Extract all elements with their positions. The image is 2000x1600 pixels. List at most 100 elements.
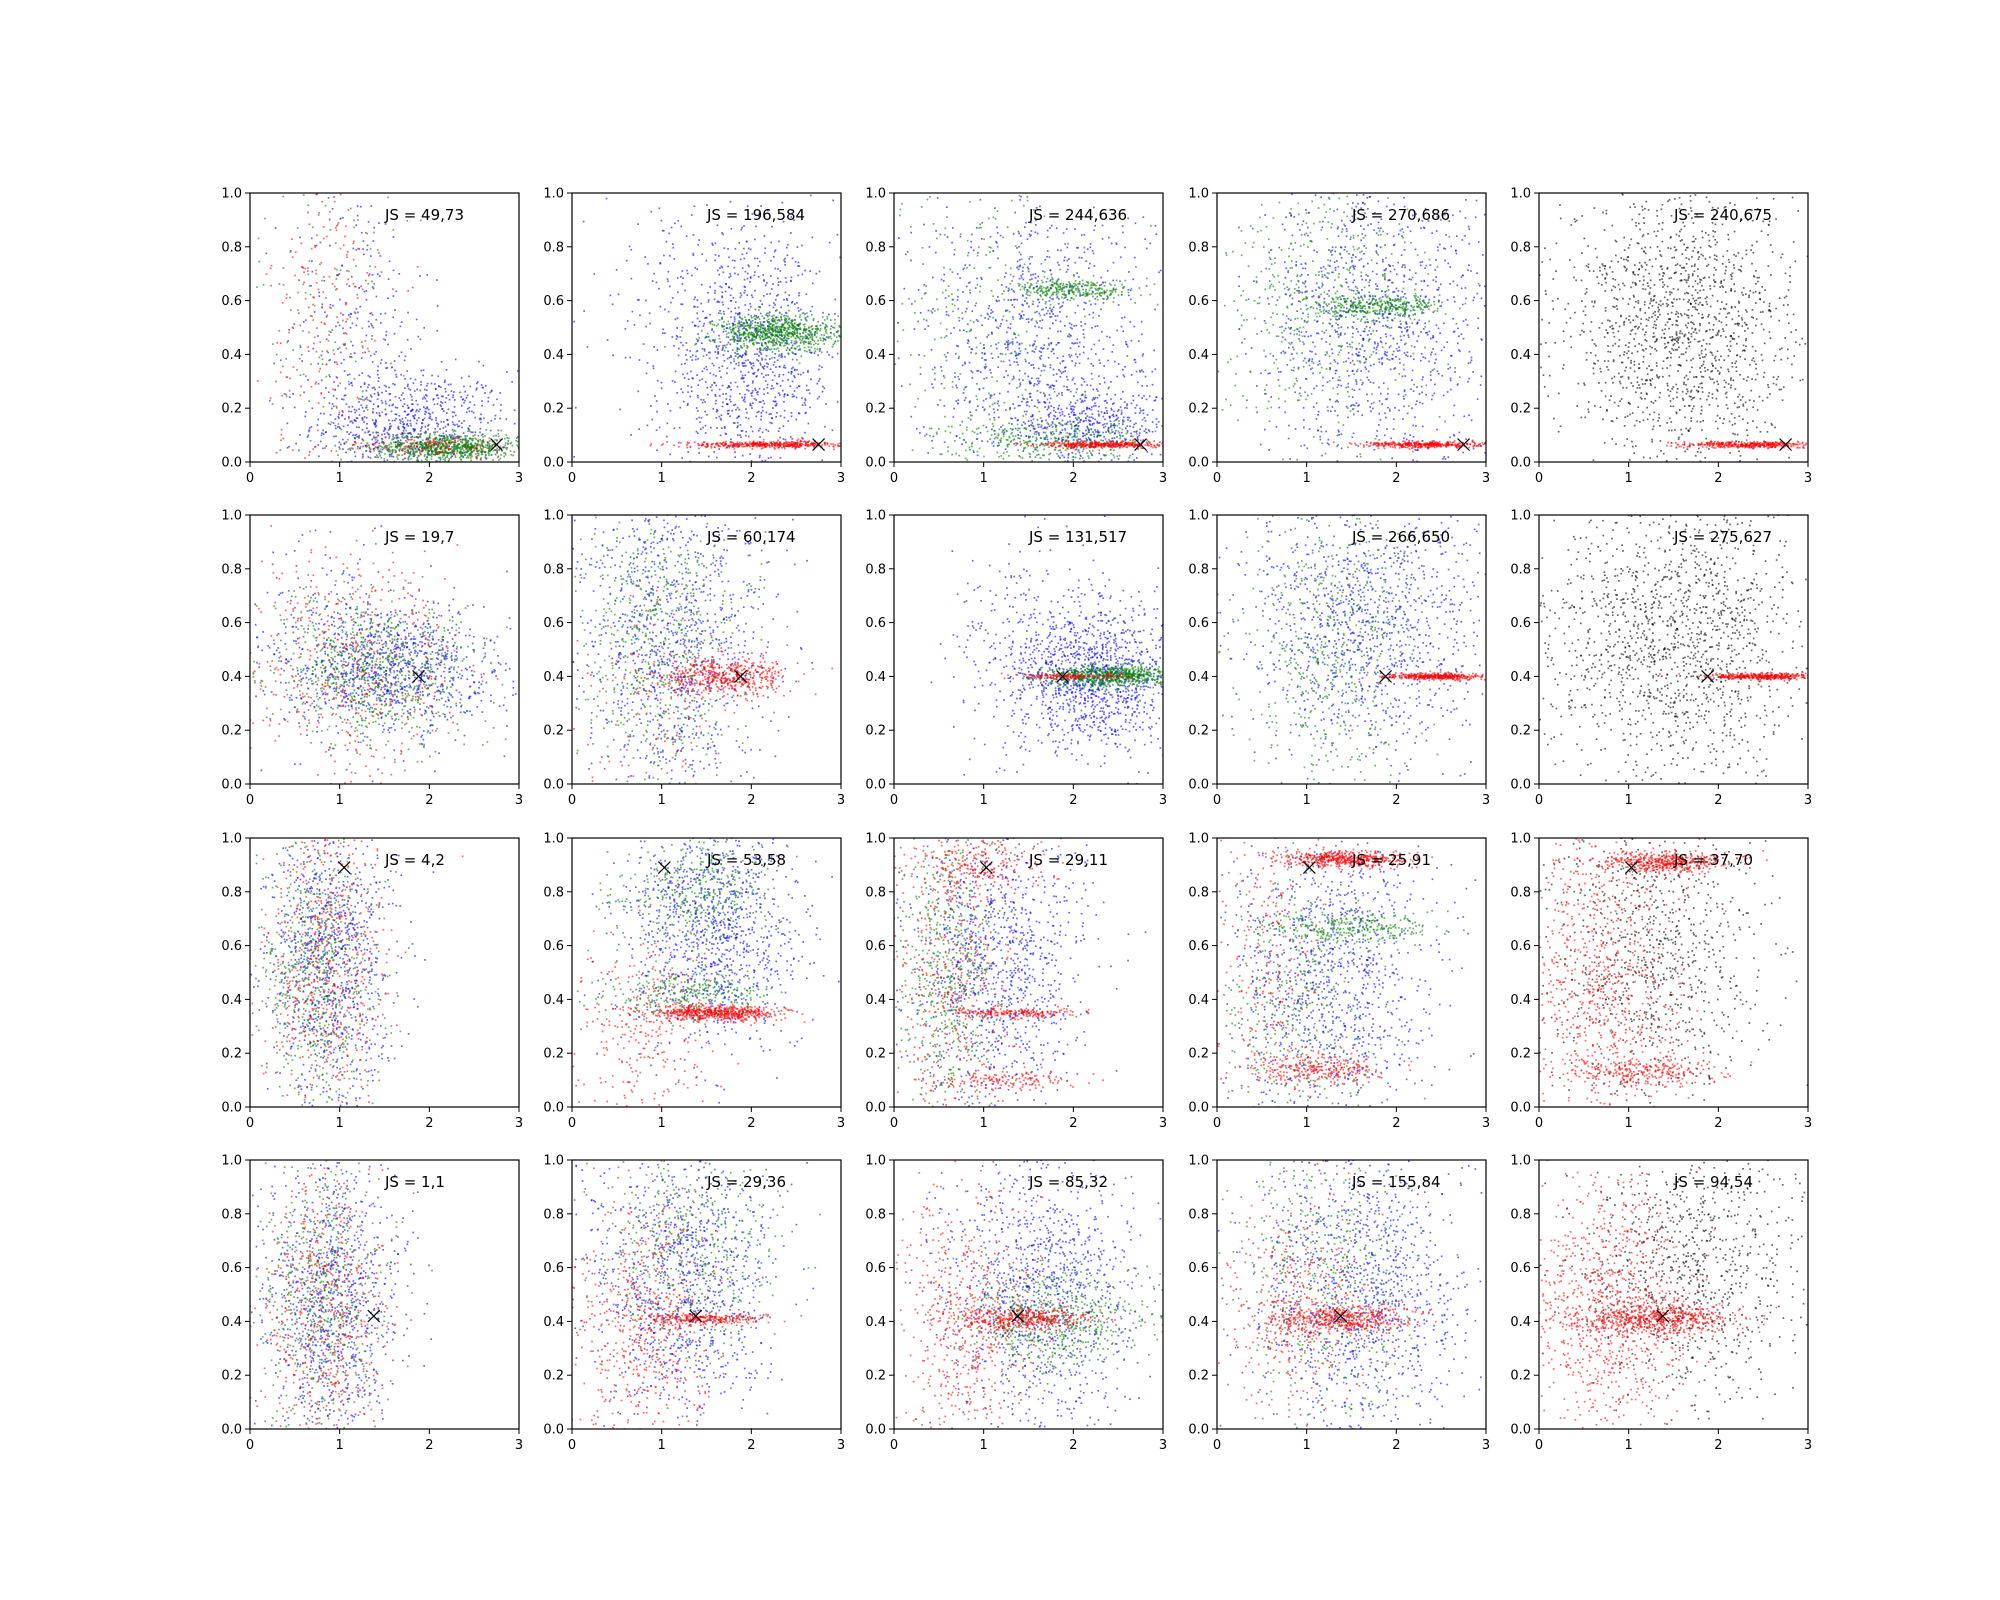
data-point (490, 419, 493, 422)
data-point (713, 451, 715, 453)
data-point (947, 314, 950, 317)
data-point (942, 375, 945, 377)
data-point (714, 395, 717, 397)
data-point (698, 416, 700, 419)
data-point (740, 346, 742, 348)
data-point (1082, 351, 1085, 354)
data-point (746, 344, 748, 347)
data-point (778, 355, 780, 357)
data-point (425, 411, 428, 413)
data-point (838, 442, 841, 445)
data-point (758, 401, 761, 403)
data-point (356, 436, 358, 438)
data-point (790, 367, 793, 370)
data-point (736, 417, 738, 419)
data-point (479, 431, 481, 434)
data-point (778, 375, 780, 378)
data-point (836, 331, 839, 334)
data-point (785, 337, 788, 339)
data-point (488, 454, 490, 457)
data-point (672, 246, 675, 249)
data-point (776, 412, 778, 414)
data-point (413, 417, 416, 420)
data-point (768, 340, 771, 342)
data-point (743, 337, 746, 339)
data-point (698, 452, 700, 454)
data-point (1015, 357, 1018, 360)
data-point (378, 450, 380, 452)
data-point (752, 332, 755, 335)
data-point (723, 328, 725, 331)
data-point (786, 330, 789, 333)
data-point (769, 323, 771, 326)
data-point (310, 385, 313, 388)
data-point (1052, 368, 1055, 371)
data-point (1005, 319, 1008, 322)
data-point (694, 343, 696, 346)
data-point (740, 321, 743, 323)
data-point (789, 385, 792, 387)
data-point (782, 445, 785, 448)
data-point (417, 443, 419, 446)
data-point (459, 458, 462, 461)
data-point (811, 325, 813, 327)
data-point (426, 407, 428, 410)
scatter-points (573, 194, 841, 462)
data-point (384, 444, 387, 447)
data-point (332, 405, 335, 408)
data-point (274, 227, 277, 229)
data-point (379, 415, 381, 417)
data-point (320, 392, 322, 395)
data-point (1133, 325, 1136, 328)
data-point (722, 233, 724, 236)
data-point (831, 356, 834, 358)
data-point (379, 454, 381, 457)
data-point (760, 418, 762, 421)
data-point (378, 452, 381, 455)
data-point (752, 442, 754, 444)
data-point (796, 330, 799, 332)
data-point (348, 383, 351, 386)
data-point (779, 443, 782, 446)
data-point (732, 328, 735, 330)
data-point (756, 445, 759, 448)
data-point (1085, 260, 1088, 262)
data-point (471, 455, 473, 458)
data-point (764, 328, 766, 330)
data-point (689, 395, 692, 398)
data-point (780, 334, 782, 337)
data-point (421, 439, 424, 441)
data-point (1069, 347, 1072, 350)
data-point (759, 427, 761, 430)
data-point (328, 334, 330, 336)
data-point (401, 449, 404, 452)
data-point (466, 445, 469, 448)
data-point (776, 325, 779, 328)
data-point (743, 333, 745, 336)
data-point (1093, 422, 1096, 425)
data-point (369, 451, 372, 453)
data-point (787, 352, 789, 355)
data-point (308, 427, 311, 429)
data-point (379, 450, 382, 453)
data-point (369, 400, 372, 403)
data-point (733, 331, 735, 334)
data-point (472, 411, 475, 414)
data-point (946, 351, 949, 354)
data-point (417, 410, 420, 413)
data-point (737, 327, 740, 330)
data-point (817, 444, 820, 447)
data-point (790, 332, 793, 335)
data-point (736, 334, 739, 337)
data-point (956, 299, 959, 301)
data-point (454, 456, 457, 458)
data-point (482, 450, 484, 452)
data-point (790, 301, 793, 304)
data-point (311, 260, 313, 262)
data-point (799, 373, 802, 376)
data-point (737, 347, 739, 350)
data-point (713, 298, 716, 301)
data-point (1117, 304, 1120, 306)
data-point (1141, 369, 1143, 372)
data-point (726, 336, 728, 338)
